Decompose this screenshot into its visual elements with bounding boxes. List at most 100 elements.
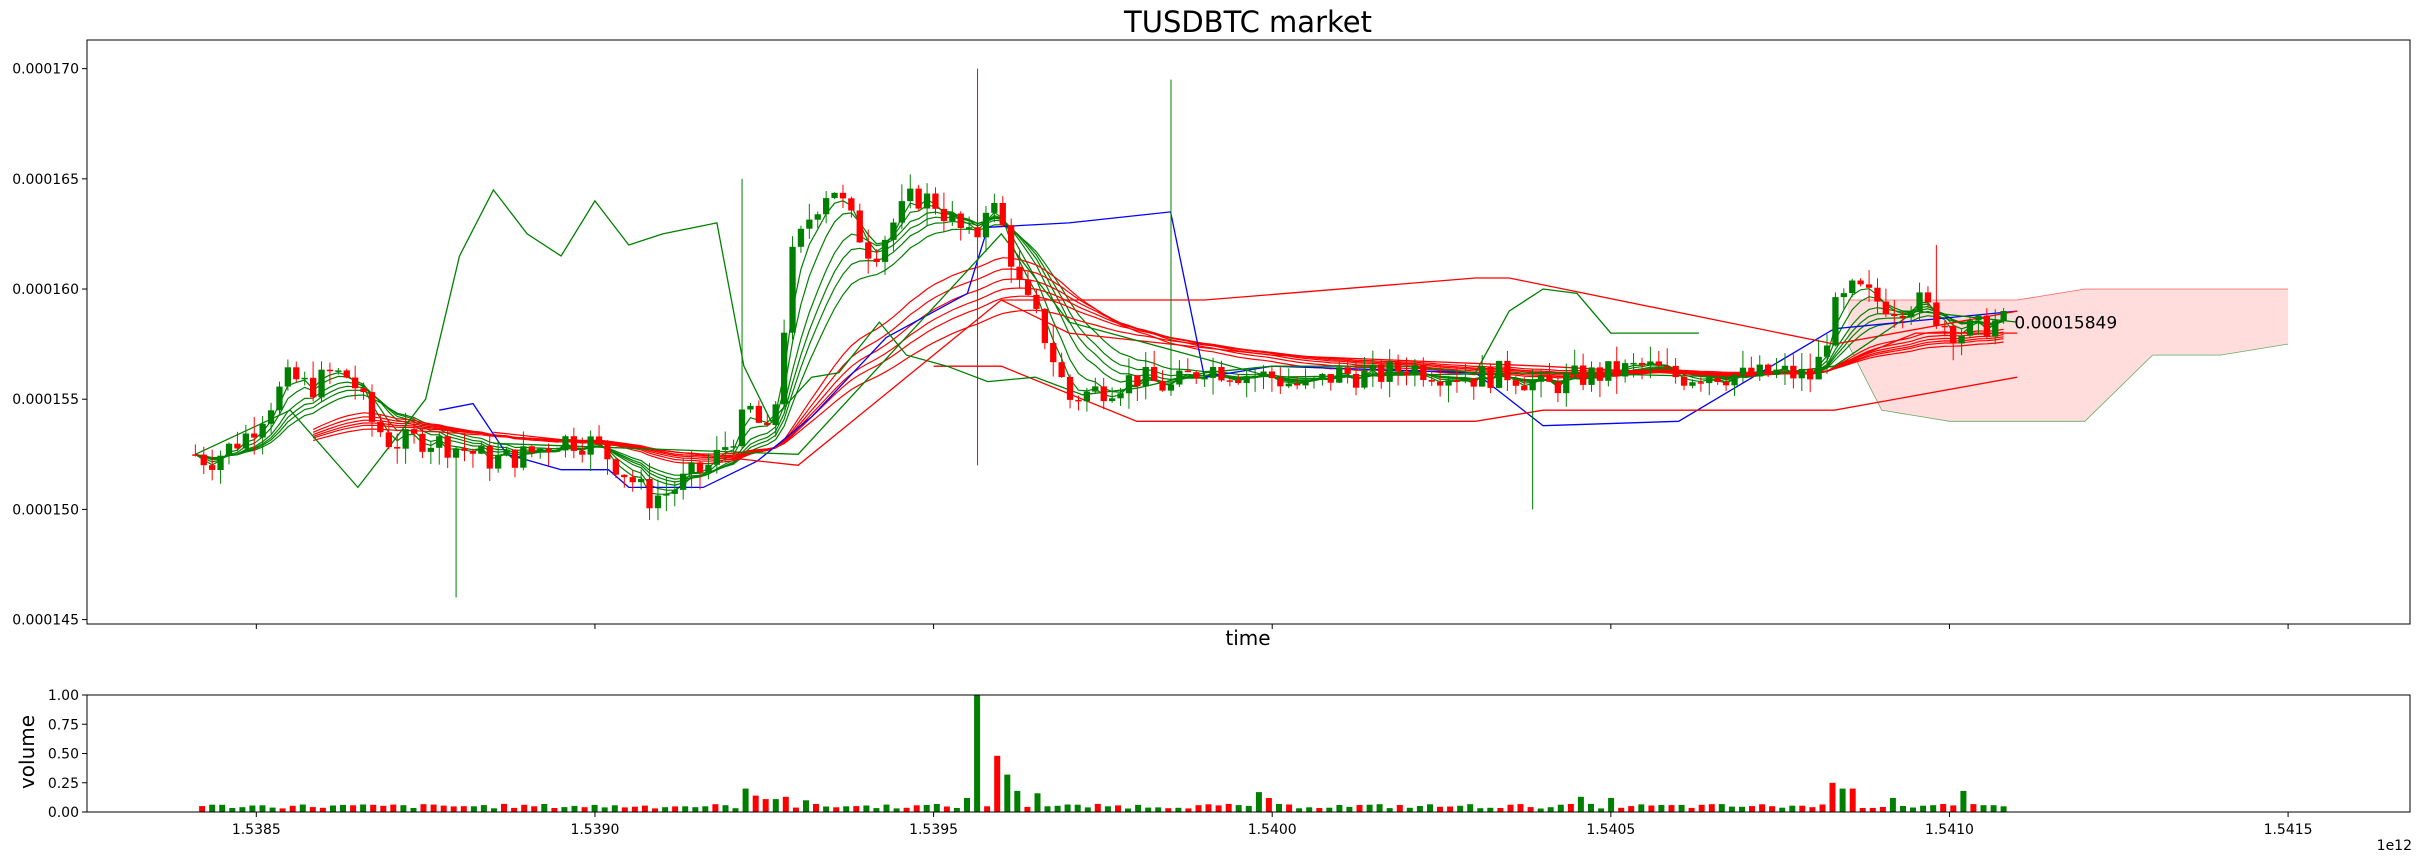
volume-bar [1829, 782, 1836, 813]
volume-bar [772, 799, 779, 812]
volume-bar [2000, 806, 2007, 812]
candle-body [385, 432, 392, 448]
candle-body [461, 448, 468, 451]
candle-body [1899, 316, 1906, 318]
volume-bar [531, 806, 538, 812]
candle-body [1832, 297, 1839, 346]
candle-body [318, 369, 325, 398]
candle-body [1975, 315, 1982, 321]
candle-body [1924, 292, 1932, 303]
volume-bar [1618, 807, 1625, 812]
volume-bar [1094, 803, 1101, 812]
volume-bar [229, 808, 236, 812]
volume-bar [873, 808, 880, 812]
candle-body [730, 446, 737, 448]
candle-body [1563, 373, 1570, 394]
volume-bar [1316, 808, 1323, 812]
volume-bar [1356, 805, 1363, 812]
volume-bar [1889, 798, 1896, 812]
candle-body [1176, 370, 1183, 385]
volume-bar [1104, 806, 1111, 812]
candle-body [427, 447, 434, 452]
candle-body [612, 459, 619, 475]
volume-bar [501, 803, 507, 812]
volume-bar [1779, 807, 1786, 812]
volume-bar [1024, 806, 1031, 812]
candle-body [1697, 382, 1704, 384]
volume-bar [1135, 804, 1142, 812]
volume-bar [410, 808, 417, 812]
candle-body [326, 369, 334, 372]
candle-body [495, 455, 502, 469]
candle-body [478, 445, 485, 454]
candle-body [259, 423, 266, 438]
candle-body [1857, 280, 1864, 285]
y-tick-label: 1.00 [48, 688, 79, 704]
candle-body [1151, 367, 1158, 381]
candle-body [1546, 375, 1553, 382]
indicator-line [195, 188, 1699, 489]
candle-body [1428, 380, 1435, 382]
volume-bar [823, 806, 830, 812]
candle-body [966, 227, 973, 229]
volume-bar [470, 806, 477, 812]
candle-body [789, 246, 796, 333]
volume-bar [1477, 808, 1484, 812]
volume-bar [1930, 805, 1937, 812]
volume-bar [1457, 805, 1464, 812]
candle-body [301, 377, 308, 380]
volume-bar [1537, 808, 1544, 812]
volume-bar [1859, 808, 1866, 812]
candle-body [1992, 320, 1999, 337]
volume-bar [1557, 804, 1564, 812]
volume-bar [1608, 798, 1615, 812]
candle-body [1243, 376, 1250, 383]
candle-body [1849, 280, 1856, 294]
y-tick-label: 0.00 [48, 805, 79, 821]
candle-body [898, 201, 905, 223]
candle-body [1622, 363, 1629, 377]
candle-body [1512, 380, 1519, 386]
candle-body [781, 332, 788, 405]
volume-bar [712, 804, 719, 812]
volume-bar [1145, 807, 1152, 812]
candle-body [217, 455, 224, 470]
candle-body [1756, 364, 1763, 377]
volume-bar [1386, 808, 1393, 812]
volume-bar [1718, 804, 1725, 812]
volume-bar [1759, 804, 1766, 812]
volume-bar [1648, 805, 1655, 812]
volume-bar [1467, 804, 1474, 812]
volume-bar [1155, 807, 1162, 812]
candle-body [1058, 362, 1065, 377]
candle-body [1016, 266, 1023, 280]
volume-bar [1950, 805, 1957, 812]
x-axis-label: time [1225, 626, 1270, 650]
volume-bar [702, 806, 709, 812]
ema-long-line [312, 257, 2004, 465]
candle-body [1580, 365, 1587, 385]
candle-body [570, 436, 577, 451]
candle-body [1588, 367, 1595, 385]
volume-bar [752, 795, 759, 812]
volume-bar [450, 806, 457, 812]
candle-body [638, 479, 645, 483]
candle-body [486, 445, 493, 469]
volume-bar [843, 806, 850, 812]
y-tick-label: 0.25 [48, 776, 79, 792]
candle-body [705, 464, 712, 473]
candle-body [629, 477, 636, 483]
volume-bar [1054, 805, 1061, 812]
volume-bar [1940, 804, 1947, 812]
candle-body [1891, 314, 1898, 316]
volume-bar [742, 788, 749, 812]
candle-body [604, 441, 611, 460]
candle-body [1731, 375, 1738, 386]
volume-bar [511, 807, 518, 812]
volume-bar [440, 805, 447, 812]
candle-body [680, 473, 687, 490]
volume-bar [692, 807, 699, 812]
candle-body [1487, 366, 1494, 388]
y-tick-label: 0.000145 [12, 613, 79, 629]
volume-bar [541, 804, 548, 812]
